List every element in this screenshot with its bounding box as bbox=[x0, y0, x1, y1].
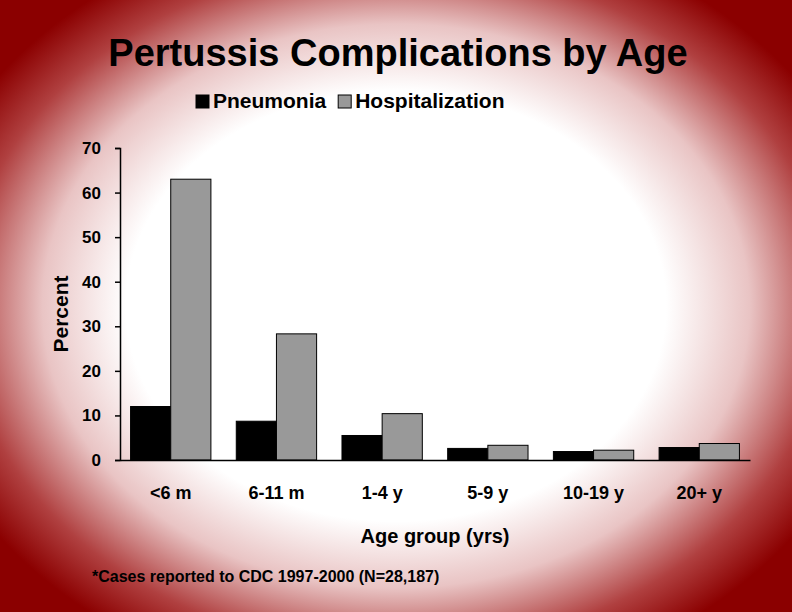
y-tick-label: 30 bbox=[82, 317, 101, 336]
bar bbox=[699, 444, 739, 460]
y-axis: 0 10 20 30 40 50 60 70 bbox=[82, 139, 120, 470]
y-tick-label: 60 bbox=[82, 184, 101, 203]
y-tick-mark bbox=[115, 371, 120, 373]
bar bbox=[448, 448, 488, 460]
y-tick-label: 40 bbox=[82, 273, 101, 292]
y-tick-label: 70 bbox=[82, 139, 101, 158]
bar bbox=[131, 407, 171, 460]
y-tick-mark bbox=[115, 460, 120, 462]
x-tick: 20+ y bbox=[676, 460, 722, 503]
title: Pertussis Complications by Age bbox=[108, 32, 687, 74]
bar bbox=[659, 448, 699, 460]
bar bbox=[276, 334, 316, 460]
legend: Pneumonia Hospitalization bbox=[196, 89, 505, 112]
x-tick-label: 20+ y bbox=[676, 483, 722, 503]
x-tick-label: <6 m bbox=[150, 483, 192, 503]
y-tick-label: 50 bbox=[82, 228, 101, 247]
x-tick: 5-9 y bbox=[467, 460, 508, 503]
legend-swatch bbox=[338, 95, 351, 108]
chart: Pertussis Complications by Age 0 10 20 30 40 5… bbox=[0, 0, 792, 612]
y-tick-mark bbox=[115, 281, 120, 283]
x-tick: 1-4 y bbox=[362, 460, 403, 503]
legend-label: Hospitalization bbox=[355, 89, 504, 112]
x-tick: 6-11 m bbox=[248, 460, 304, 503]
y-tick: 10 bbox=[82, 406, 120, 425]
bars bbox=[131, 179, 740, 460]
y-tick: 30 bbox=[82, 317, 120, 336]
bar bbox=[236, 421, 276, 460]
x-tick: 10-19 y bbox=[563, 460, 624, 503]
bar bbox=[553, 452, 593, 460]
x-axis-title: Age group (yrs) bbox=[361, 525, 510, 547]
y-tick: 40 bbox=[82, 273, 120, 292]
x-axis: <6 m 6-11 m 1-4 y 5-9 y 10-19 y 20+ y bbox=[121, 460, 751, 503]
y-tick: 70 bbox=[82, 139, 120, 158]
bar bbox=[171, 179, 211, 460]
x-axis-line bbox=[121, 460, 751, 462]
x-tick-label: 10-19 y bbox=[563, 483, 624, 503]
y-tick-mark bbox=[115, 415, 120, 417]
y-tick-label: 10 bbox=[82, 406, 101, 425]
bar bbox=[594, 450, 634, 460]
x-tick-label: 1-4 y bbox=[362, 483, 403, 503]
y-tick: 50 bbox=[82, 228, 120, 247]
y-tick: 20 bbox=[82, 362, 120, 381]
x-tick-label: 5-9 y bbox=[467, 483, 508, 503]
y-axis-title: Percent bbox=[49, 275, 72, 352]
bar bbox=[488, 445, 528, 460]
y-tick-label: 20 bbox=[82, 362, 101, 381]
x-tick-label: 6-11 m bbox=[248, 483, 304, 503]
y-tick-mark bbox=[115, 148, 120, 150]
x-tick: <6 m bbox=[150, 460, 192, 503]
y-tick: 0 bbox=[92, 451, 120, 470]
bar bbox=[382, 414, 422, 460]
y-tick-label: 0 bbox=[92, 451, 101, 470]
legend-label: Pneumonia bbox=[213, 89, 327, 112]
y-tick-mark bbox=[115, 326, 120, 328]
y-tick: 60 bbox=[82, 184, 120, 203]
legend-swatch bbox=[196, 95, 209, 108]
y-tick-mark bbox=[115, 192, 120, 194]
bar bbox=[342, 435, 382, 460]
annotation: *Cases reported to CDC 1997-2000 (N=28,1… bbox=[92, 568, 439, 585]
y-tick-mark bbox=[115, 237, 120, 239]
y-axis-line bbox=[115, 149, 121, 461]
